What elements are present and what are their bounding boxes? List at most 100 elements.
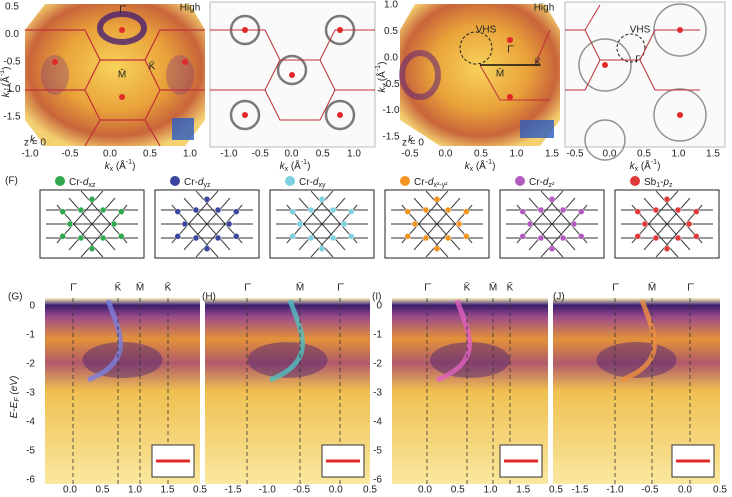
y-tick-label: -1.0 [3, 84, 21, 95]
orbital-lobe [329, 234, 337, 242]
label-part: -1 [0, 70, 6, 76]
orbital-lobe [88, 196, 96, 203]
lattice-line [643, 197, 691, 251]
orbital-lobe [203, 245, 211, 252]
fermi-map [25, 4, 205, 146]
x-tick-label: -1.5 [571, 485, 589, 496]
orbital-label: Cr-dxz [69, 177, 96, 189]
legend-dot [515, 176, 525, 186]
x-tick-label: 0.5 [96, 485, 110, 496]
orbital-lobe [578, 233, 585, 240]
orbital-lobe [444, 206, 452, 214]
annotation: Γ̄ [507, 45, 515, 56]
orbital-lobe [674, 206, 682, 214]
orbital-lobe [559, 234, 567, 242]
y-tick-label: -6 [26, 475, 35, 486]
orbital-lobe [77, 206, 85, 214]
label-part: -1 [486, 159, 492, 166]
orbital-lobe [99, 234, 107, 242]
band-overlay [269, 299, 305, 383]
label-part: y [6, 88, 13, 92]
label-part: -1 [375, 65, 382, 71]
orbital-lobe [685, 220, 693, 228]
x-tick-label: 1.5 [161, 485, 175, 496]
orbital-lobe [519, 233, 526, 240]
orbital-lobe [404, 208, 411, 215]
orbital-lobe [214, 206, 222, 214]
orbital-lobe [233, 233, 240, 240]
orbital-lobe [693, 233, 700, 240]
x-tick-label: -0.5 [252, 149, 270, 160]
x-tick-label: 1.0 [128, 485, 142, 496]
orbital-lobe [59, 208, 66, 215]
high-symmetry-label: Γ̄ [70, 283, 78, 294]
label-part: d [198, 177, 204, 188]
high-symmetry-label: M̄ [489, 281, 497, 294]
orbital-lobe [634, 208, 641, 215]
high-symmetry-label: Γ̄ [612, 283, 620, 294]
lattice-line [528, 197, 576, 251]
orbital-lobe [455, 220, 463, 228]
orbital-label: Cr-dz² [529, 177, 555, 189]
orbital-lobe [559, 206, 567, 214]
x-tick-label: 0.0 [285, 149, 299, 160]
label-part: Cr- [299, 177, 313, 188]
y-tick-label: -1 [26, 330, 35, 341]
orbital-lobe [404, 233, 411, 240]
x-tick-label: -0.5 [61, 149, 79, 160]
top-art [25, 1, 726, 161]
orbital-lobe [340, 220, 348, 228]
label-part: xz [88, 182, 96, 189]
label-part: z [669, 182, 673, 189]
label-part: -1 [301, 159, 307, 166]
annotation: M̄ [118, 68, 126, 81]
x-tick-label: 0.5 [549, 485, 563, 496]
vhs-circle [459, 31, 493, 65]
orbital-lobe [118, 233, 125, 240]
label-part: (Å [113, 159, 126, 172]
orbital-lobe [570, 220, 578, 228]
calc-map [564, 1, 726, 148]
orbital-lobe [663, 245, 671, 252]
y-tick-label: -3 [26, 388, 35, 399]
label-part: x²-y² [433, 182, 448, 189]
orbital-lobe [537, 234, 545, 242]
orbital-lobe [652, 234, 660, 242]
x-tick-label: 1.5 [706, 149, 720, 160]
band-overlay [436, 299, 472, 383]
orbital-lobe [348, 208, 355, 215]
orbital-lobe [110, 220, 118, 228]
x-tick-label: 0.5 [474, 149, 488, 160]
high-symmetry-label: K̄ [115, 281, 122, 294]
points [52, 27, 188, 100]
brillouin-zone [25, 29, 205, 147]
pocket [41, 55, 69, 95]
spectral-weight [596, 342, 677, 378]
x-tick-label: -1.0 [21, 149, 39, 160]
label-part: 1 [656, 182, 660, 189]
y-axis-label: ky (Å-1) [375, 62, 389, 93]
orbital-lobe [289, 208, 296, 215]
spectral-weight [430, 342, 510, 378]
orbital-lobe [463, 208, 470, 215]
orbital-lobe [519, 208, 526, 215]
y-tick-label: -0.5 [3, 57, 21, 68]
high-symmetry-label: Γ̄ [687, 283, 695, 294]
y-tick-label: -5 [373, 446, 382, 457]
orbital-lobe [77, 234, 85, 242]
orbital-lobe [233, 208, 240, 215]
orbital-lobe [433, 245, 441, 252]
annotation: K̄ [535, 56, 542, 69]
y-tick-label: 1.0 [384, 0, 398, 11]
lattice-line [298, 197, 346, 251]
label-part: ) [1, 67, 12, 70]
orbital-lobe [348, 233, 355, 240]
x-tick-label: 1.5 [516, 485, 530, 496]
spectral-weight [82, 342, 163, 378]
high-symmetry-label: Γ̄ [337, 283, 345, 294]
orbital-lobe [674, 234, 682, 242]
fermi-map [400, 4, 560, 146]
orbital-lobe [192, 234, 200, 242]
y-tick-label: -1.0 [382, 105, 400, 116]
y-tick-label: -2 [373, 359, 382, 370]
